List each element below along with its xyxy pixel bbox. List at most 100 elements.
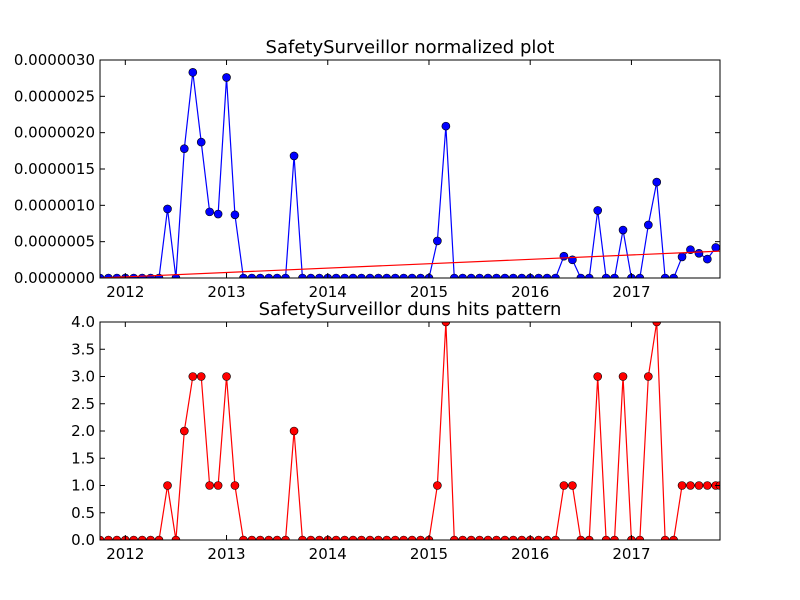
- data-point: [441, 322, 451, 327]
- y-tick-label: 4.0: [71, 313, 95, 331]
- data-point: [247, 273, 257, 278]
- data-point: [213, 481, 223, 490]
- data-point: [188, 372, 198, 381]
- series-line-0: [100, 72, 717, 278]
- data-point: [146, 535, 155, 540]
- y-tick-label: 0.0000025: [14, 87, 95, 105]
- data-point: [466, 535, 476, 540]
- data-point: [104, 535, 113, 540]
- data-point: [517, 535, 527, 540]
- data-point: [568, 481, 577, 490]
- y-tick-label: 2.0: [71, 422, 95, 440]
- chart-panel-1: 2012 2013 2014 2015 2016 2017 0.0 0.5 1.0 1.5 2.0 2…: [71, 299, 721, 563]
- data-point: [635, 535, 645, 540]
- data-point: [315, 273, 324, 278]
- x-tick-label: 2013: [207, 283, 245, 301]
- data-point: [635, 273, 645, 278]
- data-point: [669, 273, 678, 278]
- data-point: [686, 481, 695, 490]
- data-point: [500, 535, 510, 540]
- data-point: [618, 372, 628, 381]
- data-point: [449, 535, 459, 540]
- data-point: [576, 535, 586, 540]
- x-tick-label: 2014: [309, 545, 347, 563]
- x-tick-label: 2014: [309, 283, 347, 301]
- data-point: [669, 535, 678, 540]
- data-point: [348, 535, 358, 540]
- data-point: [601, 535, 611, 540]
- y-tick-label: 3.0: [71, 368, 95, 386]
- data-point: [340, 273, 349, 278]
- y-tick-label: 1.0: [71, 477, 95, 495]
- data-point: [492, 273, 501, 278]
- data-point: [315, 535, 324, 540]
- chart-panel-0: 2012 2013 2014 2015 2016 2017 0.0000000 0.00000…: [14, 37, 721, 301]
- data-point: [390, 535, 400, 540]
- data-point: [416, 535, 425, 540]
- y-tick-label: 0.0000030: [14, 51, 95, 69]
- data-point: [509, 535, 518, 540]
- x-tick-label: 2016: [511, 283, 549, 301]
- data-point: [100, 273, 105, 278]
- x-tick-label: 2012: [106, 283, 144, 301]
- data-point: [331, 535, 341, 540]
- data-point: [711, 243, 720, 252]
- data-point: [264, 273, 274, 278]
- data-point: [517, 273, 527, 278]
- data-point: [660, 273, 670, 278]
- y-tick-label: 0.0000020: [14, 124, 95, 142]
- chart-title: SafetySurveillor duns hits pattern: [259, 299, 562, 320]
- data-point: [399, 273, 408, 278]
- data-point: [222, 372, 231, 381]
- series-line-0: [100, 322, 720, 540]
- data-point: [180, 144, 189, 153]
- data-point: [660, 535, 670, 540]
- data-point: [281, 273, 290, 278]
- data-point: [306, 535, 316, 540]
- chart-title: SafetySurveillor normalized plot: [266, 37, 555, 58]
- data-point: [230, 481, 240, 490]
- data-point: [618, 225, 628, 235]
- data-point: [534, 273, 543, 278]
- data-point: [534, 535, 543, 540]
- data-point: [509, 273, 518, 278]
- data-point: [365, 535, 375, 540]
- data-point: [171, 535, 181, 540]
- data-point: [247, 535, 257, 540]
- data-point: [137, 535, 147, 540]
- data-point: [576, 273, 586, 278]
- y-tick-label: 0.0000015: [14, 160, 95, 178]
- data-point: [542, 535, 552, 540]
- data-point: [458, 273, 467, 278]
- data-point: [551, 535, 560, 540]
- data-point: [255, 273, 265, 278]
- data-point: [551, 273, 560, 278]
- data-point: [703, 254, 712, 264]
- data-point: [610, 535, 619, 540]
- y-tick-label: 3.5: [71, 340, 95, 358]
- x-tick-label: 2017: [612, 283, 650, 301]
- y-tick-label: 0.0000000: [14, 269, 95, 287]
- data-point: [213, 209, 223, 219]
- y-tick-label: 1.5: [71, 449, 95, 467]
- data-point: [154, 535, 164, 540]
- data-point: [390, 273, 400, 278]
- data-point: [559, 251, 569, 261]
- data-point: [374, 273, 383, 278]
- data-point: [433, 236, 442, 246]
- data-point: [466, 273, 476, 278]
- data-point: [374, 535, 383, 540]
- data-point: [483, 535, 493, 540]
- axes-frame: [99, 321, 721, 541]
- data-point: [289, 426, 299, 436]
- data-point: [492, 535, 501, 540]
- data-point: [694, 481, 704, 490]
- data-point: [163, 481, 172, 490]
- data-point: [475, 535, 484, 540]
- data-point: [458, 535, 467, 540]
- data-point: [264, 535, 274, 540]
- data-point: [449, 273, 459, 278]
- data-point: [694, 248, 704, 258]
- data-point: [441, 121, 451, 131]
- data-point: [340, 535, 349, 540]
